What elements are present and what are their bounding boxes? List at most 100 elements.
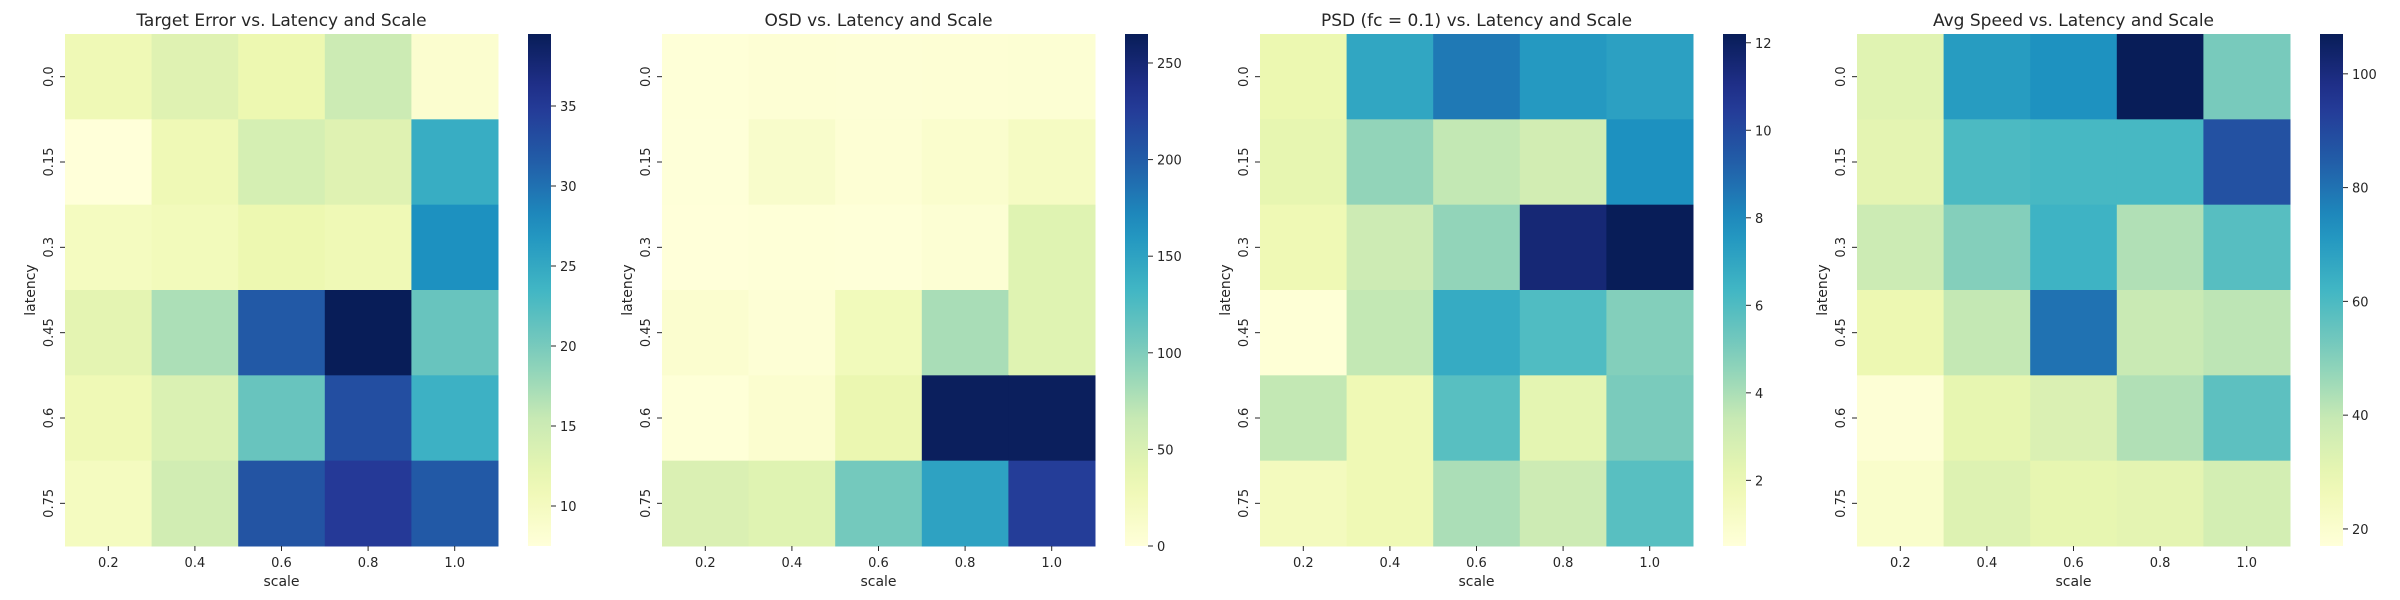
heatmap-panel-2: PSD (fc = 0.1) vs. Latency and Scale 0.2 0… — [1218, 11, 1772, 590]
heatmap-cell — [1857, 119, 1945, 206]
x-tick-label: 0.6 — [868, 556, 889, 571]
colorbar-tick-label: 150 — [1157, 250, 1182, 265]
heatmap-cell — [2203, 204, 2291, 291]
panel-title: Avg Speed vs. Latency and Scale — [1933, 11, 2214, 31]
x-tick-label: 0.4 — [782, 556, 803, 571]
y-tick-label: 0.45 — [1834, 318, 1849, 347]
heatmap-cell — [411, 290, 499, 376]
x-tick-label: 0.8 — [955, 556, 976, 571]
heatmap-cell — [1260, 375, 1348, 462]
heatmap-cell — [835, 204, 923, 291]
heatmap-cell — [921, 204, 1009, 291]
heatmap-cell — [151, 119, 239, 206]
y-tick-label: 0.6 — [1834, 408, 1849, 429]
heatmap-cell — [1346, 375, 1434, 462]
heatmap-cell — [1519, 34, 1607, 120]
heatmap-cell — [2116, 460, 2204, 547]
colorbar-tick-label: 50 — [1157, 443, 1174, 458]
heatmap-cell — [324, 119, 412, 206]
heatmap-cell — [1943, 34, 2031, 120]
colorbar-tick-label: 8 — [1755, 212, 1763, 227]
heatmap-cell — [1857, 204, 1945, 291]
panel-title: PSD (fc = 0.1) vs. Latency and Scale — [1321, 11, 1632, 31]
heatmap-cell — [1857, 460, 1945, 547]
heatmap-cell — [2203, 34, 2291, 120]
x-tick-label: 0.8 — [358, 556, 379, 571]
heatmap-cell — [151, 460, 239, 547]
heatmap-cell — [324, 460, 412, 547]
heatmap-cell — [1943, 460, 2031, 547]
heatmap-cell — [2030, 460, 2118, 547]
heatmap-cell — [1519, 460, 1607, 547]
heatmap-cell — [1008, 290, 1096, 376]
colorbar-tick-label: 2 — [1755, 474, 1763, 489]
heatmap-cell — [748, 460, 836, 547]
heatmap-cell — [411, 119, 499, 206]
x-axis-label: scale — [1458, 574, 1494, 590]
heatmap-cell — [1519, 290, 1607, 376]
heatmap-cell — [662, 34, 750, 120]
heatmap-cell — [2203, 119, 2291, 206]
colorbar — [2320, 34, 2343, 546]
colorbar-tick-label: 35 — [560, 100, 577, 115]
heatmap-cell — [1346, 119, 1434, 206]
colorbar-tick-label: 30 — [560, 180, 577, 195]
y-tick-label: 0.6 — [42, 408, 57, 429]
heatmap-cell — [65, 34, 153, 120]
heatmap-cell — [1857, 34, 1945, 120]
heatmap-cell — [2030, 204, 2118, 291]
y-tick-label: 0.3 — [639, 237, 654, 258]
heatmap-cell — [238, 290, 326, 376]
heatmap-panel-0: Target Error vs. Latency and Scale 0.2 0.4… — [23, 11, 577, 590]
heatmap-cell — [1433, 375, 1521, 462]
heatmap-panel-1: OSD vs. Latency and Scale 0.2 0.4 0.6 0.8 1.0… — [620, 11, 1182, 590]
heatmap-cell — [2203, 460, 2291, 547]
heatmap-cell — [411, 375, 499, 462]
heatmap-cell — [748, 375, 836, 462]
y-tick-label: 0.0 — [1237, 66, 1252, 87]
y-tick-label: 0.15 — [1237, 148, 1252, 177]
y-tick-label: 0.3 — [1237, 237, 1252, 258]
x-tick-label: 0.4 — [1380, 556, 1401, 571]
heatmap-cell — [1008, 34, 1096, 120]
heatmap-cell — [1857, 290, 1945, 376]
heatmap-cell — [1346, 290, 1434, 376]
heatmap-cell — [1433, 460, 1521, 547]
y-tick-label: 0.15 — [42, 148, 57, 177]
y-tick-label: 0.75 — [42, 489, 57, 518]
heatmap-cell — [921, 119, 1009, 206]
heatmap-cell — [324, 375, 412, 462]
heatmap-cell — [238, 119, 326, 206]
colorbar-tick-label: 25 — [560, 260, 577, 275]
heatmap-cell — [835, 460, 923, 547]
heatmap-cell — [151, 290, 239, 376]
colorbar-tick-label: 200 — [1157, 154, 1182, 169]
x-axis-label: scale — [2055, 574, 2091, 590]
x-tick-label: 0.4 — [185, 556, 206, 571]
colorbar-tick-label: 4 — [1755, 387, 1763, 402]
x-tick-label: 0.2 — [1890, 556, 1911, 571]
colorbar-tick-label: 100 — [1157, 347, 1182, 362]
heatmap-cell — [1260, 290, 1348, 376]
heatmap-cell — [1008, 204, 1096, 291]
heatmap-cell — [1008, 375, 1096, 462]
heatmap-cell — [2030, 34, 2118, 120]
heatmap-cell — [2030, 290, 2118, 376]
y-tick-label: 0.15 — [1834, 148, 1849, 177]
colorbar-tick-label: 250 — [1157, 57, 1182, 72]
heatmap-cell — [1260, 204, 1348, 291]
heatmap-cell — [324, 290, 412, 376]
heatmap-cell — [2030, 119, 2118, 206]
heatmap-cell — [1943, 290, 2031, 376]
y-axis-label: latency — [1218, 264, 1234, 315]
heatmap-cell — [921, 460, 1009, 547]
heatmap-cell — [835, 34, 923, 120]
heatmap-cell — [748, 290, 836, 376]
heatmap-cell — [411, 460, 499, 547]
heatmap-cell — [1433, 290, 1521, 376]
heatmap-cell — [2116, 119, 2204, 206]
heatmap-cell — [748, 204, 836, 291]
y-tick-label: 0.75 — [1237, 489, 1252, 518]
x-tick-label: 0.6 — [2063, 556, 2084, 571]
